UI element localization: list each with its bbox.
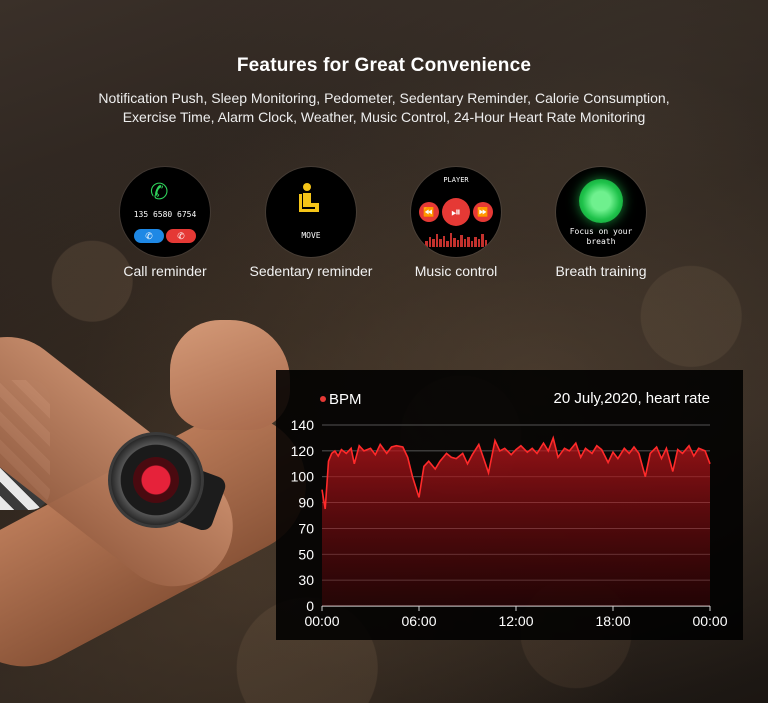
chart-title: 20 July,2020, heart rate: [554, 390, 711, 407]
x-tick-label: 00:00: [304, 613, 339, 629]
breath-text: Focus on your breath: [556, 227, 646, 247]
heart-rate-chart-panel: BPM 20 July,2020, heart rate 0 30 50 70 90 10…: [276, 370, 743, 640]
subtitle-line-1: Notification Push, Sleep Monitoring, Ped…: [98, 90, 670, 106]
heart-rate-area: [322, 437, 710, 606]
feature-label: Sedentary reminder: [249, 263, 373, 279]
music-screen: PLAYER ⏪ ⏯ ⏩: [411, 167, 501, 257]
breath-text-line-1: Focus on your: [569, 227, 633, 236]
move-text: MOVE: [301, 231, 321, 240]
page-subtitle: Notification Push, Sleep Monitoring, Ped…: [60, 89, 708, 127]
answer-button: ✆: [134, 229, 164, 243]
x-tick-label: 12:00: [498, 613, 533, 629]
play-pause-icon: ⏯: [442, 198, 470, 226]
previous-track-icon: ⏪: [419, 202, 439, 222]
heart-rate-chart: BPM 20 July,2020, heart rate 0 30 50 70 90 10…: [291, 390, 728, 629]
phone-ringing-icon: ✆: [150, 179, 169, 204]
feature-breath-training: Focus on your breath Breath training: [526, 167, 676, 279]
breath-text-line-2: breath: [586, 237, 616, 246]
watch-face: [133, 457, 179, 503]
player-text: PLAYER: [443, 176, 469, 184]
feature-sedentary-reminder: MOVE Sedentary reminder: [236, 167, 386, 279]
call-screen: ✆ 135 6580 6754 ✆ ✆: [120, 167, 210, 257]
hand: [170, 320, 290, 430]
sitting-person-icon: [299, 183, 319, 212]
feature-call-reminder: ✆ 135 6580 6754 ✆ ✆ Call reminder: [90, 167, 240, 279]
y-axis-label: BPM: [329, 391, 362, 408]
x-tick-label: 00:00: [692, 613, 727, 629]
y-tick-label: 50: [298, 546, 314, 562]
y-tick-label: 30: [298, 572, 314, 588]
y-tick-label: 140: [291, 417, 315, 433]
feature-label: Music control: [414, 263, 498, 279]
x-tick-label: 06:00: [401, 613, 436, 629]
phone-number: 135 6580 6754: [133, 210, 197, 219]
y-tick-label: 90: [298, 495, 314, 511]
smartwatch-image: [108, 432, 204, 528]
x-tick-label: 18:00: [595, 613, 630, 629]
sedentary-screen: MOVE: [266, 167, 356, 257]
equalizer-bars: [425, 233, 487, 247]
heart-rate-line: [321, 435, 711, 510]
feature-label: Breath training: [555, 263, 647, 279]
feature-label: Call reminder: [123, 263, 207, 279]
page-title: Features for Great Convenience: [236, 55, 532, 76]
reject-button: ✆: [166, 229, 196, 243]
y-tick-label: 0: [306, 598, 314, 614]
y-tick-label: 120: [291, 443, 315, 459]
subtitle-line-2: Exercise Time, Alarm Clock, Weather, Mus…: [122, 109, 646, 125]
breath-screen: Focus on your breath: [556, 167, 646, 257]
feature-music-control: PLAYER ⏪ ⏯ ⏩ Music control: [381, 167, 531, 279]
breath-ball-icon: [579, 179, 623, 223]
y-tick-label: 70: [298, 520, 314, 536]
legend-dot: [320, 396, 326, 402]
next-track-icon: ⏩: [473, 202, 493, 222]
y-tick-label: 100: [291, 469, 315, 485]
